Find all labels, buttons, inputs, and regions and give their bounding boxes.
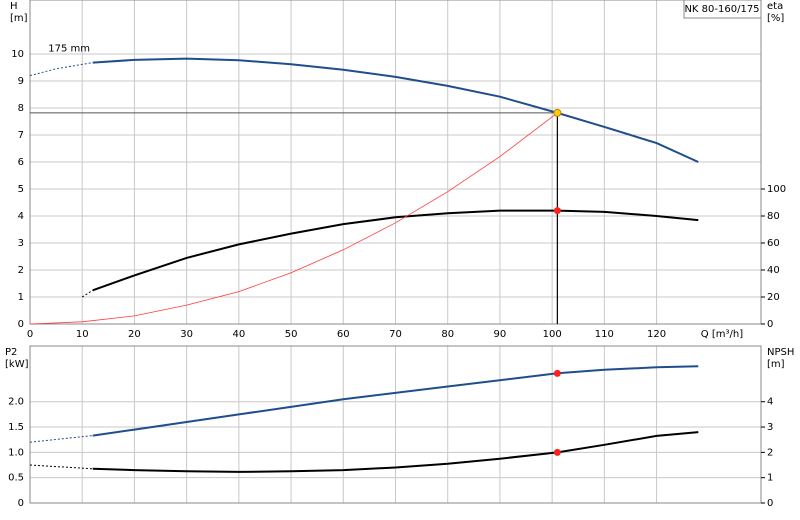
y2-tick-label: 100: [767, 184, 786, 195]
y-tick-label: 8: [18, 103, 24, 114]
curve: [29, 435, 93, 443]
y-axis-label: [kW]: [5, 359, 29, 370]
y2-tick-label: 0: [767, 498, 773, 509]
y-tick-label: 5: [18, 184, 24, 195]
y2-tick-label: 0: [767, 319, 773, 330]
curve: [29, 112, 558, 325]
y-tick-label: 1: [18, 292, 24, 303]
y-tick-label: 7: [18, 130, 24, 141]
duty-point: [553, 108, 562, 117]
x-tick-label: 70: [389, 329, 402, 340]
y2-tick-label: 20: [767, 292, 780, 303]
x-tick-label: 40: [232, 329, 245, 340]
plot-frame: [29, 0, 762, 325]
y-tick-label: 6: [18, 157, 24, 168]
x-tick-label: 60: [337, 329, 350, 340]
plot-frame: [29, 345, 762, 504]
y-tick-label: 0: [18, 319, 24, 330]
y2-tick-label: 2: [767, 447, 773, 458]
y-tick-label: 2: [18, 265, 24, 276]
curve: [92, 431, 699, 473]
y-tick-label: 9: [18, 76, 24, 87]
y2-axis-label: [%]: [767, 13, 784, 24]
x-tick-label: 0: [27, 329, 33, 340]
curve-label: 175 mm: [48, 44, 90, 55]
x-tick-label: 90: [494, 329, 507, 340]
curve: [29, 464, 93, 470]
y-tick-label: 1.0: [8, 447, 24, 458]
x-tick-label: 20: [128, 329, 141, 340]
x-tick-label: 80: [441, 329, 454, 340]
y2-tick-label: 60: [767, 238, 780, 249]
duty-point: [553, 207, 561, 215]
x-axis-label: Q [m³/h]: [701, 329, 743, 340]
y-tick-label: 1.5: [8, 422, 24, 433]
x-tick-label: 100: [543, 329, 562, 340]
curve: [29, 62, 93, 77]
y-axis-label: H: [10, 1, 18, 12]
curve: [92, 365, 699, 437]
y-tick-label: 0.5: [8, 473, 24, 484]
duty-point: [553, 448, 561, 456]
y-tick-label: 0: [18, 498, 24, 509]
x-tick-label: 120: [647, 329, 666, 340]
x-tick-label: 30: [180, 329, 193, 340]
y2-tick-label: 1: [767, 473, 773, 484]
model-box: [683, 0, 762, 19]
y-axis-label: [m]: [10, 13, 28, 24]
y-tick-label: 10: [11, 49, 24, 60]
y2-axis-label: NPSH: [767, 347, 794, 358]
y2-axis-label: [m]: [767, 359, 785, 370]
y2-tick-label: 40: [767, 265, 780, 276]
y2-tick-label: 80: [767, 211, 780, 222]
x-tick-label: 110: [595, 329, 614, 340]
y2-axis-label: eta: [767, 1, 783, 12]
y2-tick-label: 3: [767, 422, 773, 433]
curve: [92, 57, 699, 163]
x-tick-label: 10: [76, 329, 89, 340]
curve: [81, 289, 93, 298]
y-tick-label: 2.0: [8, 397, 24, 408]
duty-point: [553, 369, 561, 377]
y-axis-label: P2: [5, 347, 17, 358]
model-label: NK 80-160/175: [684, 4, 759, 15]
y-tick-label: 3: [18, 238, 24, 249]
y-tick-label: 4: [18, 211, 24, 222]
y2-tick-label: 4: [767, 397, 773, 408]
curve: [92, 209, 699, 292]
x-tick-label: 50: [285, 329, 298, 340]
